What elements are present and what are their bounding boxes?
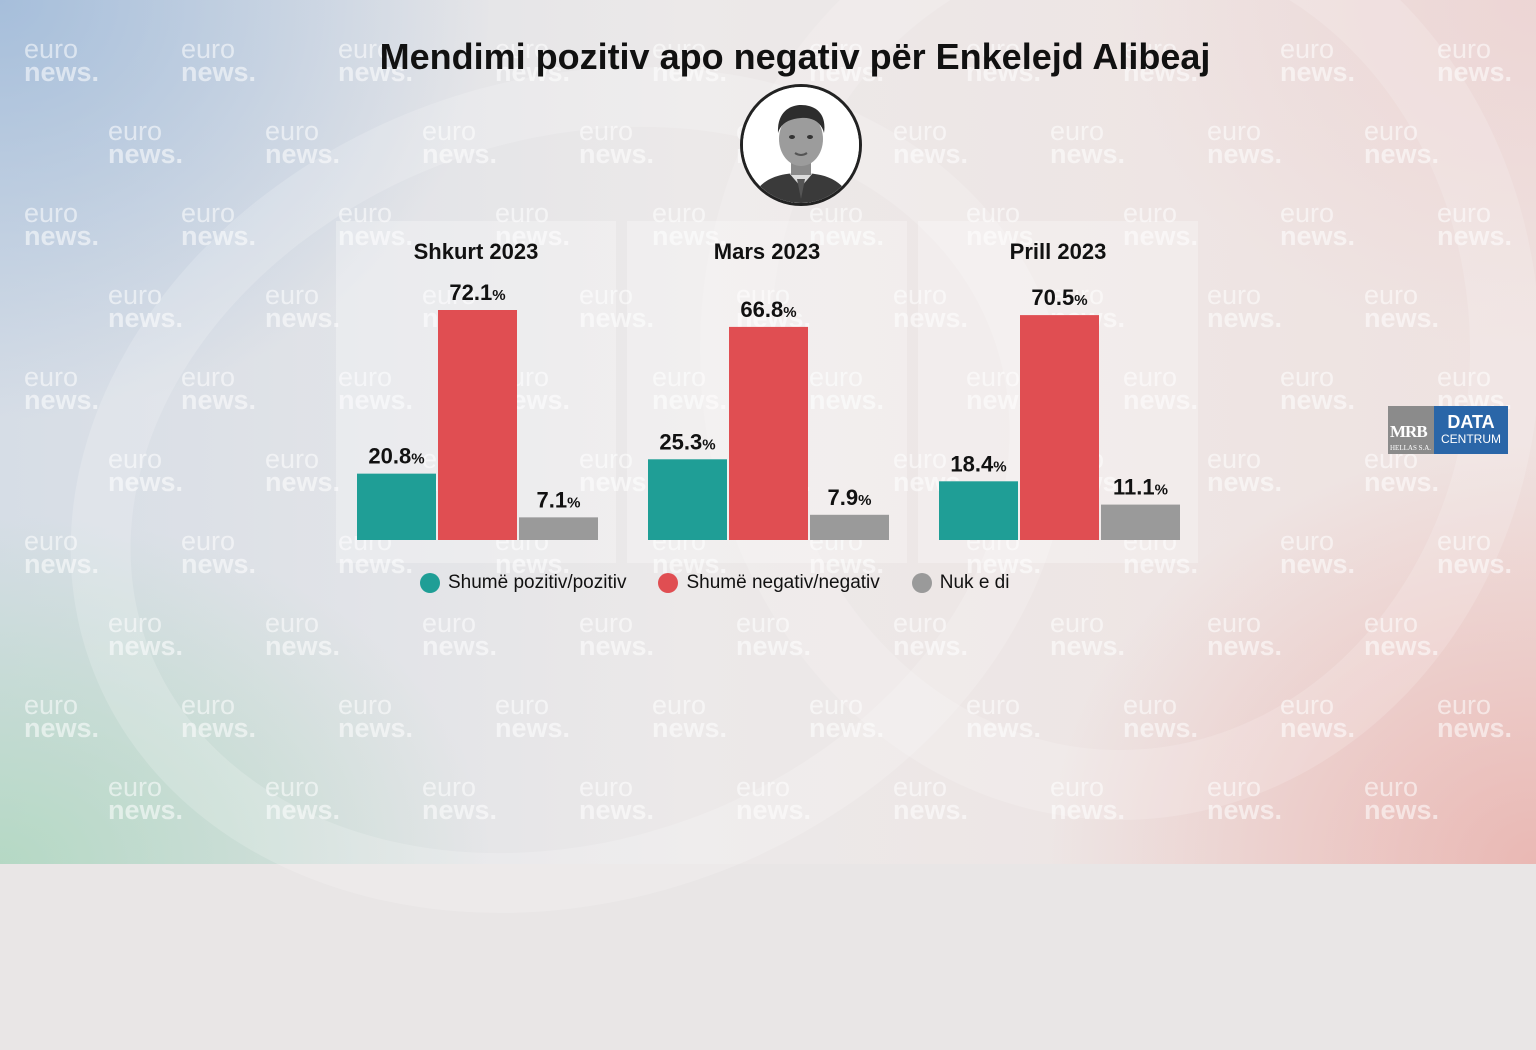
data-label: 20.8%	[368, 444, 424, 469]
data-label: 70.5%	[1031, 285, 1087, 310]
bar-shum-negativ-negativ	[729, 326, 808, 540]
bar-chart-shkurt-2023: 20.8% 72.1% 7.1%	[357, 280, 598, 540]
legend: Shumë pozitiv/pozitiv Shumë negativ/nega…	[420, 570, 1009, 596]
bar-shum-pozitiv-pozitiv	[939, 481, 1018, 540]
data-label: 25.3%	[659, 429, 715, 454]
legend-dot	[658, 573, 679, 593]
bar-nuk-e-di	[519, 517, 598, 540]
legend-label: Shumë pozitiv/pozitiv	[448, 572, 627, 593]
mrb-logo: MRB HELLAS S.A.	[1388, 406, 1434, 454]
bar-nuk-e-di	[1101, 504, 1180, 540]
data-label: 18.4%	[950, 451, 1006, 476]
legend-dot	[420, 573, 440, 593]
bar-shum-pozitiv-pozitiv	[648, 459, 727, 540]
bar-shum-negativ-negativ	[438, 310, 517, 540]
mrb-sub-text: HELLAS S.A.	[1390, 444, 1432, 452]
mrb-text: MRB	[1390, 422, 1428, 441]
panel-mars-2023: Mars 2023 25.3% 66.8% 7.9%	[627, 221, 907, 563]
data-text: DATA	[1447, 412, 1495, 432]
data-label: 7.1%	[537, 487, 581, 512]
panel-title: Mars 2023	[713, 239, 821, 264]
legend-dot	[911, 573, 932, 593]
data-label: 7.9%	[828, 485, 872, 510]
data-label: 66.8%	[740, 297, 796, 322]
bar-shum-negativ-negativ	[1020, 315, 1099, 540]
panel-shkurt-2023: Shkurt 2023 20.8% 72.1% 7.1%	[336, 221, 616, 563]
bar-chart-mars-2023: 25.3% 66.8% 7.9%	[648, 297, 889, 540]
legend-item-positive: Shumë pozitiv/pozitiv	[420, 572, 626, 594]
mrb-datacentrum-logo: MRB HELLAS S.A. DATA CENTRUM	[1388, 406, 1508, 454]
legend-label: Shumë negativ/negativ	[686, 572, 880, 593]
avatar	[740, 84, 862, 206]
bar-nuk-e-di	[810, 514, 889, 540]
panel-prill-2023: Prill 2023 18.4% 70.5% 11.1%	[918, 221, 1198, 563]
bar-shum-pozitiv-pozitiv	[357, 473, 436, 540]
panel-title: Shkurt 2023	[413, 239, 539, 264]
data-label: 72.1%	[449, 280, 505, 305]
legend-label: Nuk e di	[939, 572, 1010, 593]
bar-chart-prill-2023: 18.4% 70.5% 11.1%	[939, 285, 1180, 540]
centrum-text: CENTRUM	[1441, 432, 1501, 446]
chart-title: Mendimi pozitiv apo negativ për Enkelejd…	[379, 36, 1211, 77]
legend-item-dont-know: Nuk e di	[911, 572, 1010, 594]
legend-item-negative: Shumë negativ/negativ	[658, 572, 880, 594]
data-label: 11.1%	[1113, 475, 1168, 500]
person-portrait-icon	[743, 87, 859, 203]
datacentrum-logo: DATA CENTRUM	[1434, 406, 1508, 454]
panel-title: Prill 2023	[1009, 239, 1107, 264]
